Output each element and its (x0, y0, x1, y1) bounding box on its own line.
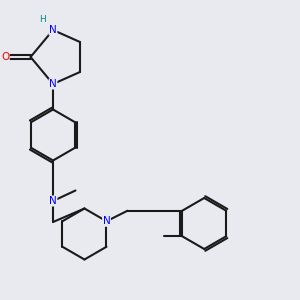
Text: N: N (103, 216, 110, 226)
Text: N: N (49, 25, 57, 35)
Text: O: O (1, 52, 9, 62)
Text: H: H (39, 15, 46, 24)
Text: N: N (49, 196, 57, 206)
Text: N: N (49, 79, 57, 89)
